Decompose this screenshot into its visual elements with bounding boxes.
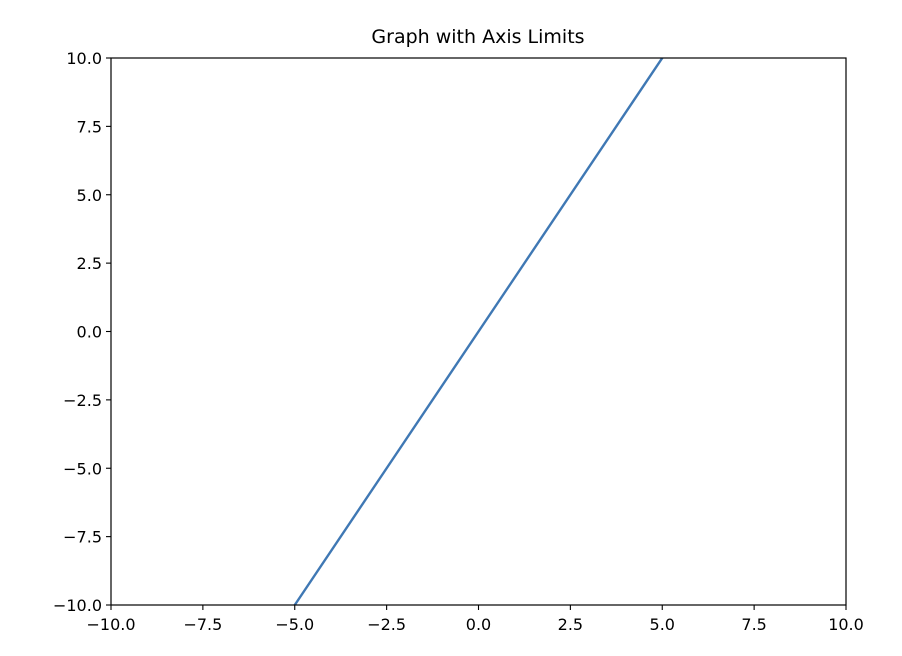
y-tick-label: −10.0 (53, 596, 102, 615)
x-tick-label: 2.5 (558, 615, 583, 634)
y-axis: −10.0 −7.5 −5.0 −2.5 0.0 2.5 5.0 7.5 10.0 (53, 49, 111, 615)
y-tick-label: 7.5 (77, 117, 102, 136)
y-tick-label: −5.0 (63, 459, 102, 478)
y-tick-label: −7.5 (63, 528, 102, 547)
y-tick-label: 10.0 (66, 49, 102, 68)
y-tick-label: 0.0 (77, 323, 102, 342)
x-tick-label: 0.0 (466, 615, 491, 634)
x-tick-label: −2.5 (367, 615, 406, 634)
y-tick-label: 2.5 (77, 254, 102, 273)
y-tick-label: 5.0 (77, 186, 102, 205)
chart-title: Graph with Axis Limits (371, 26, 584, 48)
series-line-0 (293, 58, 664, 605)
x-tick-label: 7.5 (741, 615, 766, 634)
x-axis: −10.0 −7.5 −5.0 −2.5 0.0 2.5 5.0 7.5 10.0 (86, 605, 864, 634)
x-tick-label: 5.0 (650, 615, 675, 634)
x-tick-label: 10.0 (828, 615, 864, 634)
x-tick-label: −10.0 (86, 615, 135, 634)
y-tick-label: −2.5 (63, 391, 102, 410)
axes-frame (110, 57, 847, 606)
plot-area (293, 58, 664, 605)
x-tick-label: −5.0 (275, 615, 314, 634)
x-tick-label: −7.5 (183, 615, 222, 634)
